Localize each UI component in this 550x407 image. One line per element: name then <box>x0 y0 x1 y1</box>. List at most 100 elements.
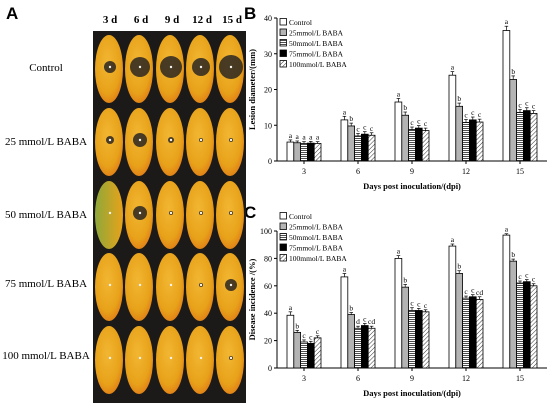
significance-letter: c <box>302 331 306 340</box>
significance-letter: c <box>424 301 428 310</box>
x-tick-label: 6 <box>356 374 360 383</box>
bar <box>529 113 538 162</box>
legend-label: 25mmol/L BABA <box>289 29 344 38</box>
significance-letter: cd <box>368 317 375 326</box>
inoculation-point <box>169 138 173 142</box>
y-tick-label: 40 <box>264 14 272 23</box>
significance-letter: b <box>349 304 353 313</box>
legend-label: 50mmol/L BABA <box>289 233 344 242</box>
bar <box>347 125 356 162</box>
y-tick-label: 0 <box>268 364 272 373</box>
panel-letter-c: C <box>244 203 257 222</box>
legend-label: Control <box>289 212 312 221</box>
fruit-image <box>95 181 123 249</box>
bar <box>468 119 477 162</box>
significance-letter: a <box>289 303 293 312</box>
day-label-9d: 9 d <box>164 14 180 26</box>
fruit-image <box>186 108 214 176</box>
y-tick-label: 100 <box>260 227 272 236</box>
x-tick-label: 12 <box>462 374 470 383</box>
significance-letter: c <box>478 110 482 119</box>
bar <box>414 310 423 369</box>
significance-letter: a <box>397 247 401 256</box>
significance-letter: a <box>296 132 300 141</box>
significance-letter: a <box>343 107 347 116</box>
y-tick-label: 20 <box>264 86 272 95</box>
inoculation-point <box>138 283 142 287</box>
x-tick-label: 6 <box>356 167 360 176</box>
inoculation-point <box>138 356 142 360</box>
significance-letter: c <box>424 119 428 128</box>
x-tick-label: 12 <box>462 167 470 176</box>
inoculation-point <box>169 211 173 215</box>
significance-letter: a <box>397 89 401 98</box>
inoculation-point <box>108 138 112 142</box>
fruit-photo-grid <box>93 31 246 403</box>
significance-letter: c <box>532 275 536 284</box>
legend-swatch <box>279 28 287 36</box>
x-tick-label: 15 <box>516 374 524 383</box>
bar <box>502 30 511 162</box>
significance-letter: c <box>417 299 421 308</box>
significance-letter: a <box>505 225 509 234</box>
bar <box>286 314 295 369</box>
inoculation-point <box>108 65 112 69</box>
inoculation-point <box>229 356 233 360</box>
row-label-75mmol: 75 mmol/L BABA <box>4 278 88 290</box>
bar <box>455 273 464 369</box>
significance-letter: c <box>410 299 414 308</box>
bar <box>401 114 410 162</box>
x-axis-title: Days post inoculation/(dpi) <box>363 181 461 191</box>
legend-swatch <box>279 212 287 220</box>
fruit-image <box>156 181 184 249</box>
row-label-100mmol: 100 mmol/L BABA <box>2 350 90 362</box>
legend-swatch <box>279 222 287 230</box>
legend-swatch <box>279 49 287 57</box>
significance-letter: a <box>451 63 455 72</box>
panel-letter-b: B <box>244 4 257 23</box>
fruit-image <box>95 326 123 394</box>
bar <box>354 135 362 162</box>
day-label-3d: 3 d <box>102 14 118 26</box>
bar <box>367 327 376 369</box>
significance-letter: b <box>295 321 299 330</box>
legend-swatch <box>279 254 287 262</box>
significance-letter: c <box>532 102 536 111</box>
inoculation-point <box>169 65 173 69</box>
bar <box>361 133 369 162</box>
legend-swatch <box>279 18 287 26</box>
y-tick-label: 0 <box>268 157 272 166</box>
bar <box>293 331 301 369</box>
bar <box>462 297 470 369</box>
fruit-image <box>216 108 244 176</box>
fruit-image <box>125 326 153 394</box>
significance-letter: a <box>451 235 455 244</box>
significance-letter: b <box>457 262 461 271</box>
inoculation-point <box>138 138 142 142</box>
panel-letter-a: A <box>6 4 19 23</box>
inoculation-point <box>108 211 112 215</box>
bar <box>394 101 403 162</box>
bar <box>414 127 423 162</box>
row-label-control: Control <box>29 62 63 74</box>
bar <box>516 111 524 162</box>
x-tick-label: 15 <box>516 167 524 176</box>
bar <box>313 143 322 162</box>
bar <box>455 105 464 162</box>
bar <box>502 234 511 369</box>
inoculation-point <box>199 356 203 360</box>
significance-letter: cd <box>476 288 483 297</box>
legend-label: 75mmol/L BABA <box>289 50 344 59</box>
x-tick-label: 3 <box>302 374 306 383</box>
significance-letter: c <box>370 124 374 133</box>
y-axis-title: Lesion diameter/(mm) <box>247 49 257 130</box>
significance-letter: c <box>417 117 421 126</box>
significance-letter: c <box>309 332 313 341</box>
significance-letter: b <box>511 67 515 76</box>
bar <box>448 74 457 162</box>
significance-letter: c <box>525 271 529 280</box>
inoculation-point <box>199 65 203 69</box>
bar <box>394 258 403 369</box>
y-tick-label: 60 <box>264 282 272 291</box>
